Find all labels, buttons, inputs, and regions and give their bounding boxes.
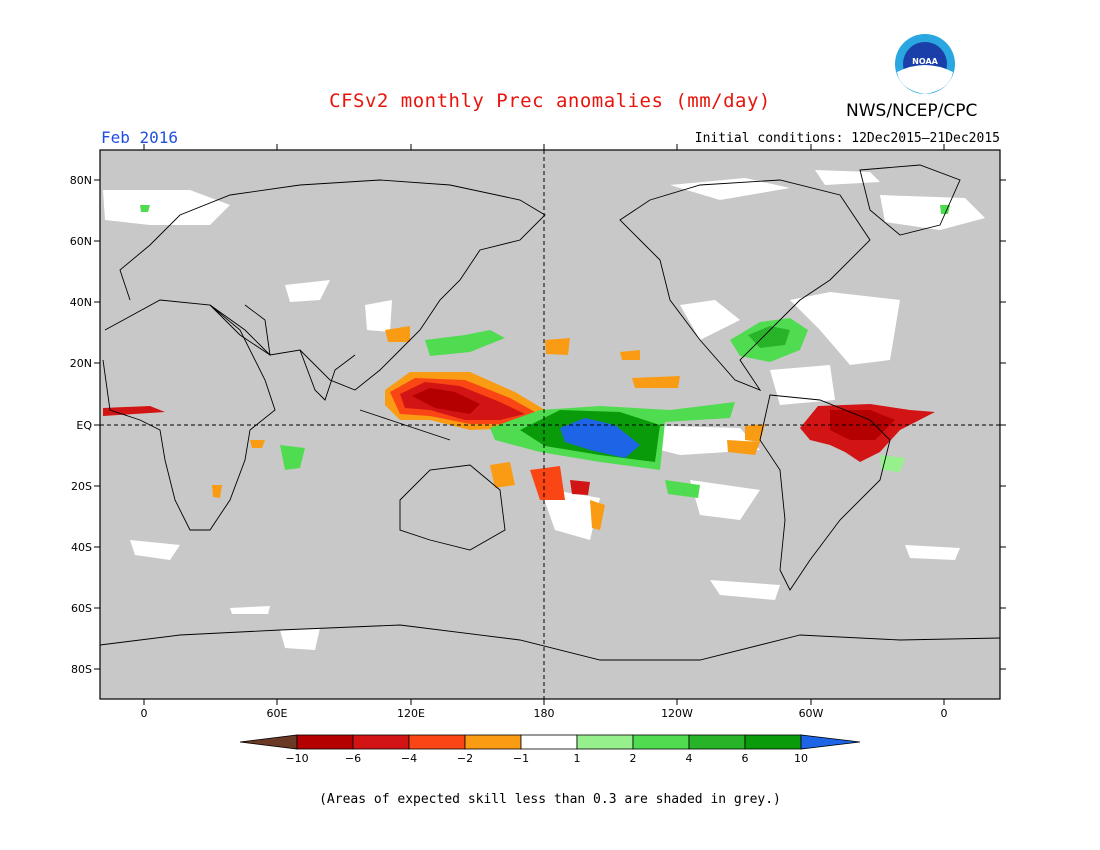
lat-tick-20S: 20S — [71, 480, 1006, 493]
colorbar-bin-4 — [464, 734, 522, 750]
lat-tick-60N: 60N — [70, 235, 1006, 248]
colorbar-label: −4 — [401, 752, 417, 765]
colorbar-bin-1 — [296, 734, 354, 750]
colorbar-label: 2 — [630, 752, 637, 765]
colorbar-label: −2 — [457, 752, 473, 765]
svg-text:60N: 60N — [70, 235, 92, 248]
svg-text:120W: 120W — [661, 707, 693, 720]
colorbar-label: 4 — [686, 752, 693, 765]
svg-text:120E: 120E — [397, 707, 425, 720]
anomaly-map: NOAA — [70, 34, 1006, 765]
lon-tick-0-east: 0 — [941, 144, 948, 720]
lon-tick-60E: 60E — [267, 144, 288, 720]
colorbar-bin-6 — [576, 734, 634, 750]
lon-tick-120E: 120E — [397, 144, 425, 720]
lat-tick-40S: 40S — [71, 541, 1006, 554]
colorbar-bin-3 — [408, 734, 466, 750]
dry-anomalies — [103, 326, 935, 530]
colorbar-label: 1 — [574, 752, 581, 765]
noaa-logo: NOAA — [895, 34, 955, 94]
lat-axis: 80N 60N 40N 20N EQ 20S 40S 60S 80S — [70, 174, 1006, 676]
colorbar-arrow-left — [239, 734, 298, 750]
colorbar-bin-7 — [632, 734, 690, 750]
noaa-logo-text: NOAA — [912, 57, 938, 66]
lon-tick-0: 0 — [141, 144, 148, 720]
colorbar-bin-8 — [688, 734, 746, 750]
initial-conditions: Initial conditions: 12Dec2015–21Dec2015 — [694, 131, 1000, 146]
svg-text:20S: 20S — [71, 480, 92, 493]
lat-tick-EQ: EQ — [76, 419, 1006, 432]
lon-axis: 0 60E 120E 180 120W 60W 0 — [141, 144, 948, 720]
colorbar-bin-5 — [520, 734, 578, 750]
svg-text:60S: 60S — [71, 602, 92, 615]
svg-text:60W: 60W — [799, 707, 824, 720]
svg-text:20N: 20N — [70, 357, 92, 370]
coastlines — [99, 164, 1001, 661]
svg-text:80N: 80N — [70, 174, 92, 187]
colorbar-bin-9 — [744, 734, 802, 750]
agency-label: NWS/NCEP/CPC — [846, 101, 978, 121]
svg-text:0: 0 — [141, 707, 148, 720]
lon-tick-60W: 60W — [799, 144, 824, 720]
colorbar-bin-2 — [352, 734, 410, 750]
svg-text:60E: 60E — [267, 707, 288, 720]
colorbar-label: −1 — [513, 752, 529, 765]
wet-anomalies — [140, 205, 950, 498]
colorbar-label: 6 — [742, 752, 749, 765]
lat-tick-80N: 80N — [70, 174, 1006, 187]
svg-text:180: 180 — [534, 707, 555, 720]
svg-text:EQ: EQ — [76, 419, 92, 432]
lat-tick-20N: 20N — [70, 357, 1006, 370]
colorbar: −10 −6 −4 −2 −1 1 2 4 6 10 — [239, 734, 861, 765]
colorbar-label: −10 — [285, 752, 308, 765]
svg-text:80S: 80S — [71, 663, 92, 676]
colorbar-label: 10 — [794, 752, 808, 765]
chart-title: CFSv2 monthly Prec anomalies (mm/day) — [329, 90, 771, 112]
colorbar-label: −6 — [345, 752, 361, 765]
forecast-month: Feb 2016 — [101, 128, 179, 147]
svg-text:40S: 40S — [71, 541, 92, 554]
skill-note: (Areas of expected skill less than 0.3 a… — [319, 792, 781, 807]
lat-tick-80S: 80S — [71, 663, 1006, 676]
svg-text:0: 0 — [941, 707, 948, 720]
lat-tick-40N: 40N — [70, 296, 1006, 309]
lon-tick-180: 180 — [534, 144, 555, 720]
neutral-anomaly-patches — [103, 170, 985, 650]
svg-text:40N: 40N — [70, 296, 92, 309]
colorbar-arrow-right — [800, 734, 861, 750]
lon-tick-120W: 120W — [661, 144, 693, 720]
lat-tick-60S: 60S — [71, 602, 1006, 615]
